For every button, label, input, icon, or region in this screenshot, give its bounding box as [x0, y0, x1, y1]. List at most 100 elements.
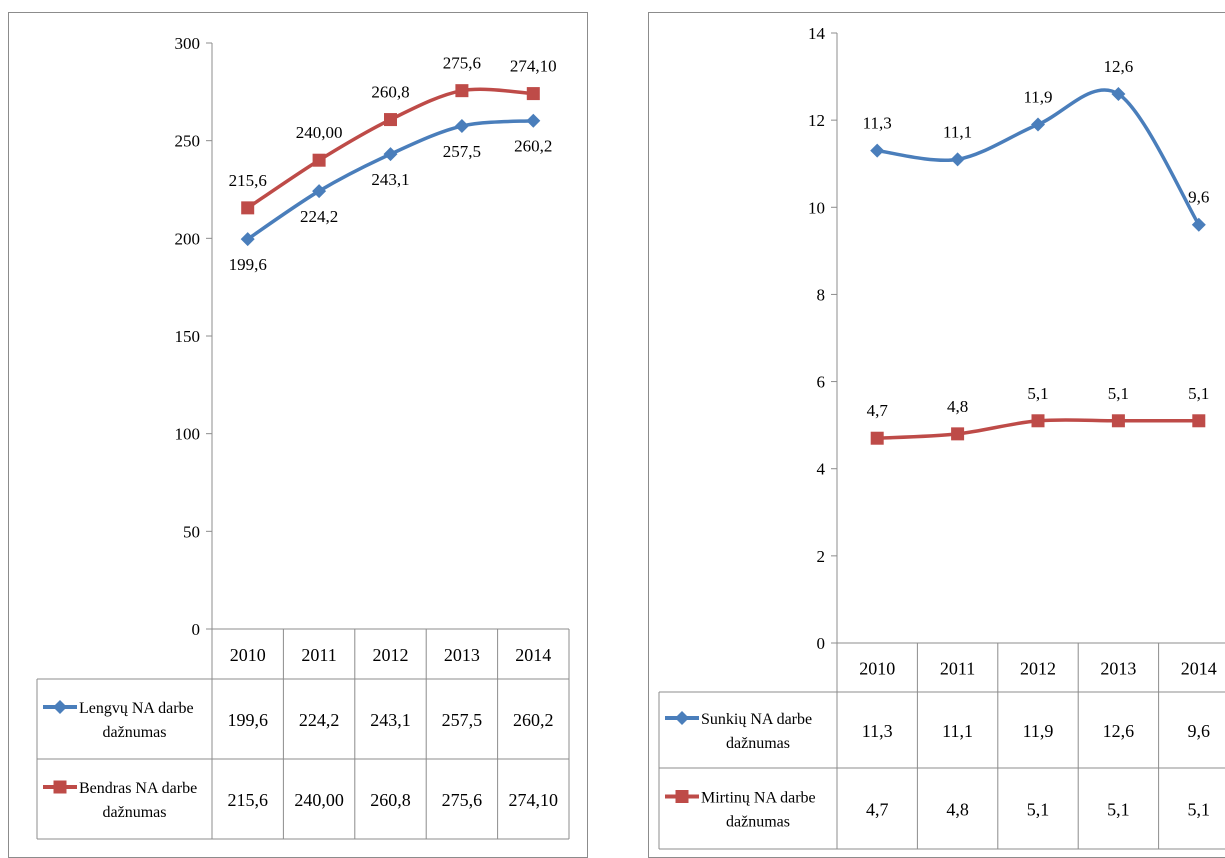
y-tick-label: 50	[183, 522, 200, 541]
left-chart-panel: 0 50 100 150 200 250 300 2010 2011 2012 2013 2014 19…	[8, 12, 588, 858]
y-tick-label: 0	[817, 634, 826, 653]
right-chart: 0 2 4 6 8 10 12 14 2010 2011 2012 2013 2014 11,3 11,1 1…	[658, 24, 1225, 850]
data-label: 11,1	[943, 122, 972, 141]
data-label: 260,2	[514, 137, 552, 156]
table-cell: 275,6	[442, 790, 483, 810]
series-line	[876, 88, 1201, 226]
y-tick-label: 4	[817, 460, 826, 479]
y-tick-label: 250	[175, 132, 201, 151]
x-category-label: 2014	[515, 645, 551, 665]
table-cell: 243,1	[370, 710, 411, 730]
x-category-label: 2013	[1100, 659, 1136, 679]
x-category-label: 2011	[301, 645, 336, 665]
legend-key-marker	[675, 711, 689, 725]
data-point-diamond	[950, 152, 965, 167]
table-cell: 215,6	[227, 790, 268, 810]
y-tick-label: 8	[817, 285, 826, 304]
data-label: 199,6	[229, 255, 267, 274]
table-cell: 5,1	[1107, 800, 1130, 820]
data-point-diamond	[240, 232, 255, 247]
data-label: 243,1	[371, 170, 409, 189]
y-tick-label: 12	[808, 111, 825, 130]
y-tick-label: 150	[175, 327, 201, 346]
x-category-label: 2010	[230, 645, 266, 665]
legend-label: dažnumas	[726, 735, 790, 752]
data-label: 11,9	[1023, 88, 1052, 107]
x-category-label: 2014	[1181, 659, 1217, 679]
data-point-square	[241, 201, 255, 215]
data-point-square	[455, 84, 469, 98]
legend-label: dažnumas	[726, 814, 790, 831]
table-cell: 9,6	[1188, 721, 1211, 741]
x-category-label: 2012	[373, 645, 409, 665]
data-point-square	[1111, 414, 1125, 428]
table-cell: 224,2	[299, 710, 340, 730]
data-point-square	[1031, 414, 1045, 428]
data-label: 5,1	[1027, 384, 1048, 403]
data-point-square	[1192, 414, 1206, 428]
data-label: 4,7	[867, 401, 889, 420]
data-label: 275,6	[443, 54, 481, 73]
legend-label: dažnumas	[103, 804, 167, 821]
data-point-diamond	[454, 119, 469, 134]
table-cell: 5,1	[1027, 800, 1050, 820]
table-cell: 4,8	[946, 800, 969, 820]
legend-label: Sunkių NA darbe	[701, 711, 812, 728]
table-cell: 274,10	[509, 790, 559, 810]
data-label: 12,6	[1104, 57, 1134, 76]
x-category-label: 2011	[940, 659, 975, 679]
y-tick-label: 10	[808, 198, 825, 217]
data-label: 274,10	[510, 57, 557, 76]
data-point-square	[526, 87, 540, 101]
data-point-diamond	[1191, 217, 1206, 232]
data-point-square	[951, 427, 965, 441]
data-label: 9,6	[1188, 188, 1209, 207]
y-tick-label: 100	[175, 425, 201, 444]
left-chart: 0 50 100 150 200 250 300 2010 2011 2012 2013 2014 19…	[36, 34, 570, 840]
y-tick-label: 200	[175, 229, 201, 248]
data-point-diamond	[870, 143, 885, 158]
data-point-diamond	[1031, 117, 1045, 132]
data-label: 260,8	[371, 83, 409, 102]
y-tick-label: 14	[808, 24, 826, 43]
table-cell: 257,5	[442, 710, 483, 730]
data-point-diamond	[526, 113, 541, 128]
table-cell: 5,1	[1188, 800, 1211, 820]
table-cell: 4,7	[866, 800, 889, 820]
legend-label: Mirtinų NA darbe	[701, 790, 816, 807]
legend-key-marker	[53, 700, 67, 714]
table-cell: 11,3	[862, 721, 893, 741]
x-category-label: 2013	[444, 645, 480, 665]
data-label: 215,6	[229, 171, 267, 190]
y-tick-label: 0	[192, 620, 201, 639]
data-label: 257,5	[443, 142, 481, 161]
data-label: 240,00	[296, 123, 343, 142]
legend-key-marker	[53, 780, 67, 794]
data-label: 5,1	[1108, 384, 1129, 403]
data-point-square	[870, 431, 884, 445]
data-label: 5,1	[1188, 384, 1209, 403]
data-label: 11,3	[863, 114, 892, 133]
table-cell: 11,1	[942, 721, 973, 741]
data-point-diamond	[1111, 87, 1126, 101]
data-point-diamond	[383, 147, 398, 162]
table-cell: 260,2	[513, 710, 554, 730]
legend-label: dažnumas	[103, 724, 167, 741]
data-label: 224,2	[300, 207, 338, 226]
legend-label: Bendras NA darbe	[79, 780, 197, 797]
x-category-label: 2012	[1020, 659, 1056, 679]
data-point-square	[384, 113, 397, 127]
y-tick-label: 6	[817, 373, 826, 392]
table-cell: 12,6	[1103, 721, 1135, 741]
table-cell: 11,9	[1023, 721, 1054, 741]
table-cell: 260,8	[370, 790, 411, 810]
y-tick-label: 300	[175, 34, 201, 53]
table-cell: 199,6	[227, 710, 268, 730]
legend-key-marker	[675, 790, 689, 803]
data-label: 4,8	[947, 397, 968, 416]
data-point-diamond	[312, 184, 327, 199]
data-point-square	[312, 153, 326, 167]
table-cell: 240,00	[294, 790, 344, 810]
x-category-label: 2010	[859, 659, 895, 679]
right-chart-panel: 0 2 4 6 8 10 12 14 2010 2011 2012 2013 2014 11,3 11,1 1…	[648, 12, 1225, 858]
